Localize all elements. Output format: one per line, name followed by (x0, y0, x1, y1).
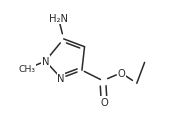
Text: N: N (57, 73, 65, 83)
Text: CH₃: CH₃ (19, 65, 36, 74)
Text: N: N (42, 57, 49, 66)
Text: O: O (117, 68, 125, 78)
Text: H₂N: H₂N (49, 14, 68, 24)
Text: O: O (100, 97, 108, 107)
